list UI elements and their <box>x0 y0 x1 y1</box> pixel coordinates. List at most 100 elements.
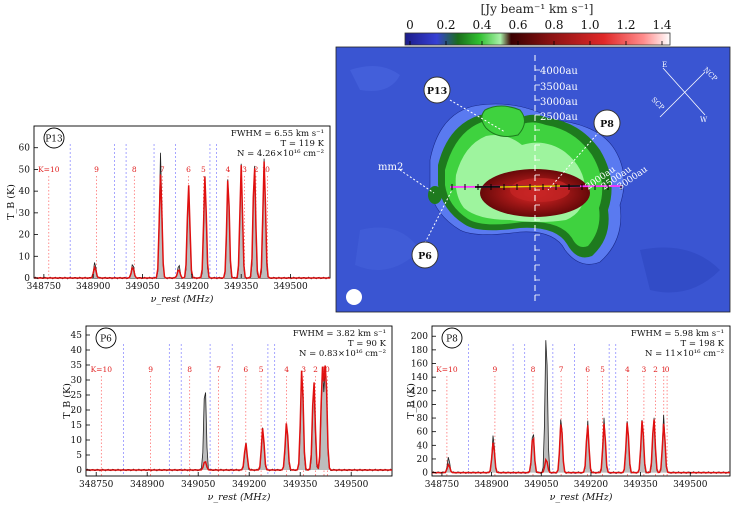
k-label: 6 <box>585 365 590 374</box>
k-label: 9 <box>493 365 498 374</box>
source-label-p8: P8 <box>600 119 614 130</box>
colorbar-gradient <box>404 32 671 46</box>
k-label: 8 <box>132 165 137 174</box>
panel-label: P13 <box>45 135 63 145</box>
beam-ellipse <box>346 289 362 305</box>
plot-frame <box>431 325 731 477</box>
k-label: 9 <box>94 165 99 174</box>
k-label: 2 <box>653 365 658 374</box>
y-tick-label: 35 <box>71 361 83 371</box>
x-tick-label: 349500 <box>334 480 369 490</box>
panel-label: P6 <box>100 335 112 345</box>
y-tick-label: 160 <box>411 360 428 370</box>
column-density-label: N = 0.83×10¹⁶ cm⁻² <box>299 349 386 359</box>
colorbar-tick-label: 1.2 <box>616 18 635 32</box>
x-axis-label: ν_rest (MHz) <box>208 492 271 503</box>
k-label: 0 <box>265 165 270 174</box>
k-label: 2 <box>254 165 259 174</box>
source-label-p6: P6 <box>418 251 432 262</box>
x-tick-label: 349350 <box>623 480 658 490</box>
y-tick-label: 100 <box>411 400 428 410</box>
k-label: 7 <box>160 165 165 174</box>
k-label: 8 <box>531 365 536 374</box>
k-label: 1 <box>322 365 327 374</box>
colorbar-tick-label: 1.4 <box>652 18 671 32</box>
model-spectrum-line <box>34 161 330 279</box>
source-label-mm2: mm2 <box>378 162 403 173</box>
x-tick-label: 348750 <box>425 480 460 490</box>
y-tick-label: 40 <box>19 187 31 197</box>
model-spectrum-line <box>86 365 392 471</box>
model-spectrum-line <box>432 419 730 474</box>
y-tick-label: 5 <box>76 451 82 461</box>
k-label: 6 <box>186 165 191 174</box>
y-tick-label: 0 <box>24 274 30 284</box>
compass-west: W <box>700 116 708 124</box>
y-axis-label: T_B (K) <box>6 184 17 220</box>
colorbar-tick-label: 0.2 <box>436 18 455 32</box>
fwhm-label: FWHM = 5.98 km s⁻¹ <box>631 329 724 339</box>
k-label: 0 <box>325 365 330 374</box>
x-tick-label: 348750 <box>27 282 62 292</box>
y-tick-label: 0 <box>422 469 428 479</box>
k-label: 7 <box>216 365 221 374</box>
y-tick-label: 40 <box>417 441 429 451</box>
source-marker-p8: P8 <box>593 109 621 137</box>
colorbar-tick-label: 0 <box>406 18 414 32</box>
y-tick-label: 20 <box>71 406 83 416</box>
y-tick-label: 10 <box>19 252 31 262</box>
column-density-label: N = 11×10¹⁶ cm⁻² <box>645 349 724 359</box>
compass-east: E <box>662 61 667 69</box>
k-label: 8 <box>187 365 192 374</box>
panel-label: P8 <box>446 335 458 345</box>
k-label: 3 <box>301 365 306 374</box>
source-label-p13: P13 <box>427 86 447 97</box>
y-tick-label: 140 <box>411 373 428 383</box>
k-label: 5 <box>600 365 605 374</box>
k-label: 9 <box>148 365 153 374</box>
temperature-label: T = 119 K <box>281 139 325 149</box>
y-tick-label: 120 <box>411 387 428 397</box>
y-tick-label: 80 <box>417 414 429 424</box>
y-tick-label: 25 <box>71 391 83 401</box>
colorbar: [Jy beam⁻¹ km s⁻¹] 0 0.2 0.4 0.6 0.8 1.0 1.2 1.… <box>404 2 672 46</box>
x-tick-label: 348900 <box>474 480 509 490</box>
scale-label-3000: 3000au <box>540 97 578 108</box>
x-tick-label: 349350 <box>283 480 318 490</box>
k-label: 3 <box>242 165 247 174</box>
x-tick-label: 349200 <box>175 282 210 292</box>
y-tick-label: 20 <box>19 231 31 241</box>
x-tick-label: 348750 <box>79 480 114 490</box>
scale-label-4000: 4000au <box>540 66 578 77</box>
x-tick-label: 348900 <box>76 282 111 292</box>
k-label: K=10 <box>436 365 458 374</box>
k-label: 1 <box>661 365 666 374</box>
y-axis-label: T_B (K) <box>406 383 417 419</box>
y-tick-label: 60 <box>417 428 429 438</box>
plot-frame <box>85 325 393 477</box>
x-axis-label: ν_rest (MHz) <box>151 294 214 305</box>
y-tick-label: 10 <box>71 436 83 446</box>
k-label: 3 <box>642 365 647 374</box>
k-label: K=10 <box>91 365 113 374</box>
x-tick-label: 349350 <box>224 282 259 292</box>
colorbar-tick-label: 0.8 <box>544 18 563 32</box>
y-tick-label: 180 <box>411 346 428 356</box>
plot-frame <box>33 125 331 279</box>
source-marker-p6: P6 <box>411 241 439 269</box>
x-axis-label: ν_rest (MHz) <box>550 492 613 503</box>
x-tick-label: 349200 <box>232 480 267 490</box>
k-label: 6 <box>243 365 248 374</box>
k-label: 5 <box>201 165 206 174</box>
integrated-intensity-map: 4000au 3500au 3000au 2500au 2000au 2500a… <box>335 46 731 313</box>
y-tick-label: 60 <box>19 144 31 154</box>
y-tick-label: 45 <box>71 331 83 341</box>
y-tick-label: 40 <box>71 346 83 356</box>
k-label: 2 <box>313 365 318 374</box>
panel-badge <box>43 127 65 149</box>
k-label: K=10 <box>38 165 60 174</box>
k-label: 4 <box>226 165 231 174</box>
